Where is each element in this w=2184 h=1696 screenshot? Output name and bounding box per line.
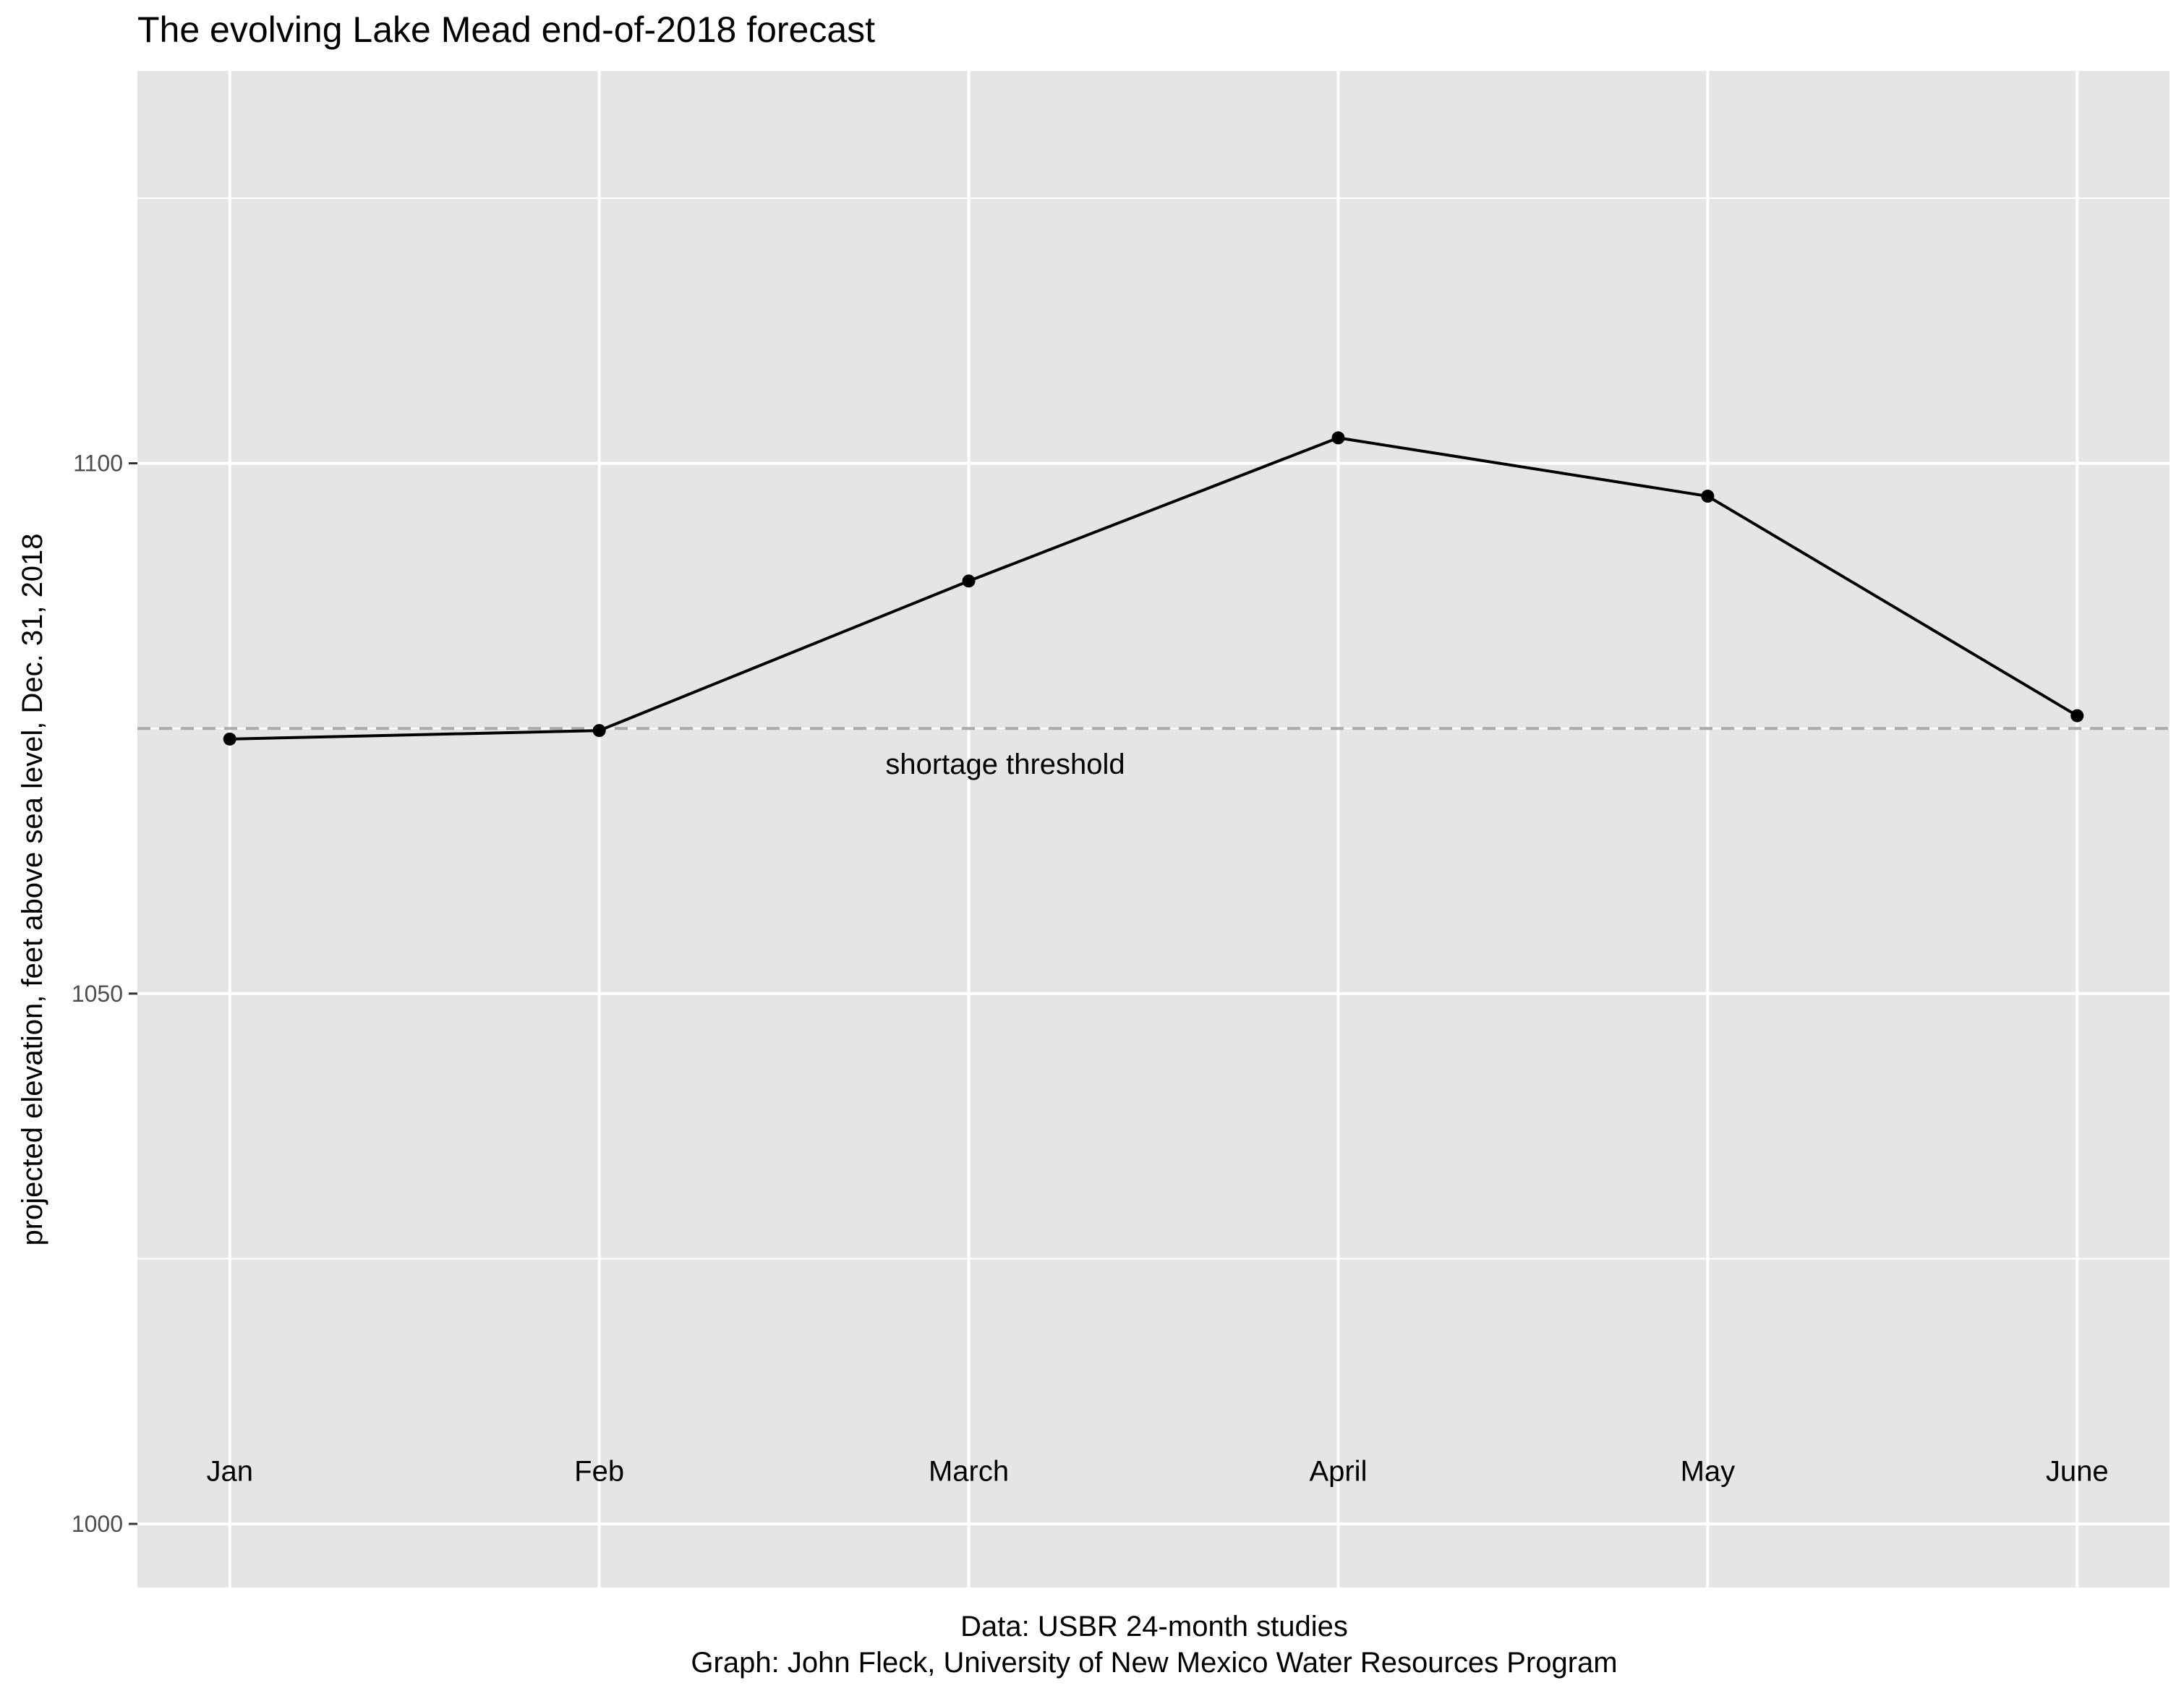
y-axis-label: projected elevation, feet above sea leve… bbox=[17, 533, 48, 1245]
data-point-march bbox=[962, 574, 976, 588]
chart-title: The evolving Lake Mead end-of-2018 forec… bbox=[137, 9, 875, 50]
y-tick-label: 1100 bbox=[73, 451, 123, 477]
month-label-jan: Jan bbox=[206, 1456, 253, 1488]
data-point-april bbox=[1331, 431, 1345, 445]
forecast-series-line bbox=[229, 436, 2078, 741]
data-point-may bbox=[1701, 490, 1715, 503]
month-label-may: May bbox=[1681, 1456, 1736, 1488]
y-tick-label: 1000 bbox=[72, 1511, 123, 1537]
data-point-june bbox=[2070, 709, 2084, 723]
data-point-feb bbox=[592, 724, 606, 738]
month-label-june: June bbox=[2046, 1456, 2109, 1488]
caption-line-1: Data: USBR 24-month studies bbox=[960, 1611, 1348, 1642]
data-point-jan bbox=[223, 732, 236, 746]
caption-line-2: Graph: John Fleck, University of New Mex… bbox=[691, 1647, 1617, 1679]
plot-panel bbox=[137, 71, 2170, 1588]
month-label-march: March bbox=[929, 1456, 1009, 1488]
month-label-april: April bbox=[1309, 1456, 1367, 1488]
month-label-feb: Feb bbox=[574, 1456, 624, 1488]
y-tick-label: 1050 bbox=[72, 981, 123, 1007]
shortage-threshold-label: shortage threshold bbox=[885, 749, 1125, 780]
